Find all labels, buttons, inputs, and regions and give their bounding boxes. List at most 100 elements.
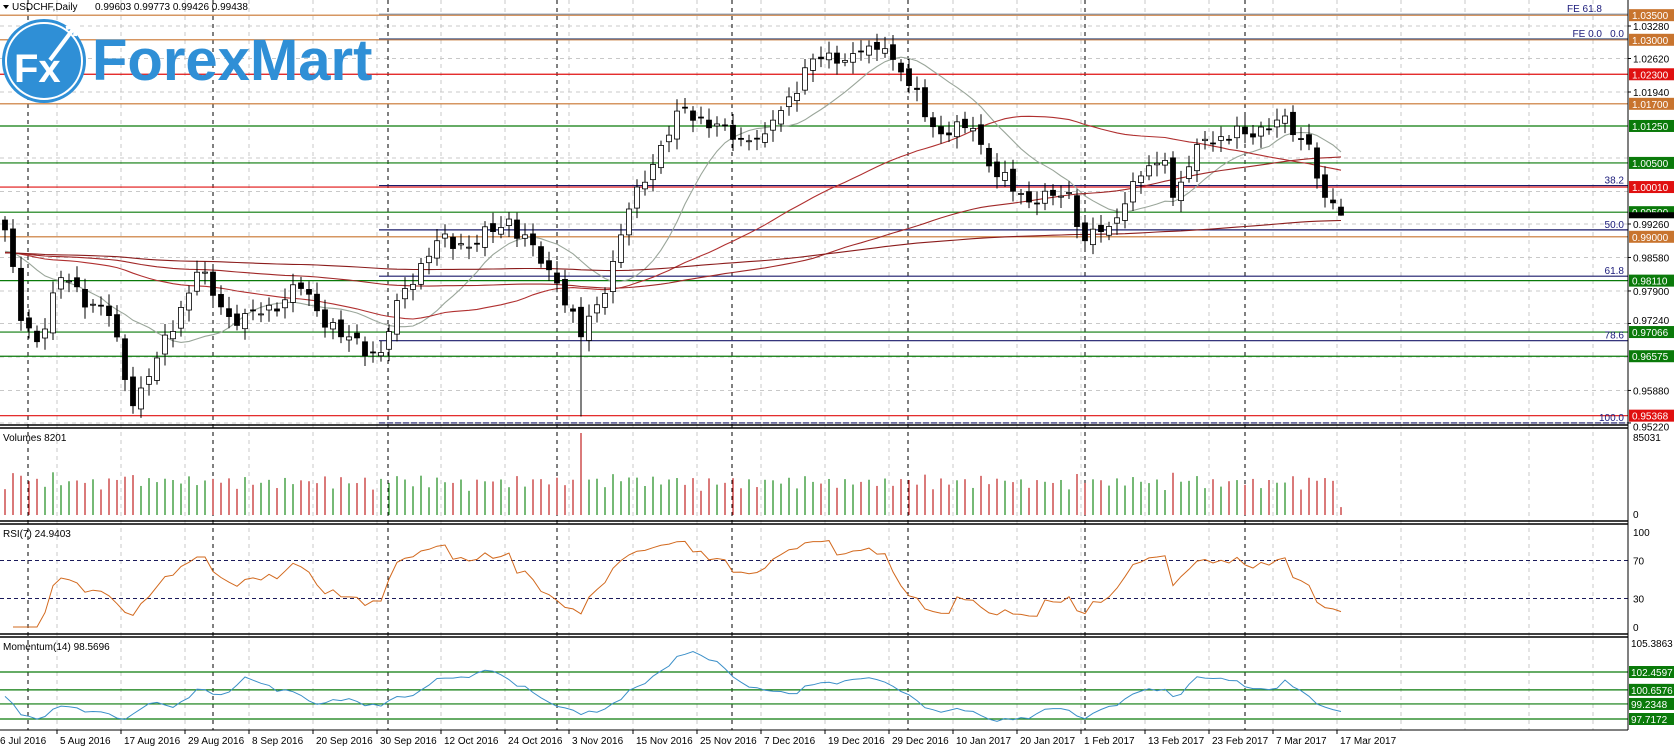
fibonacci-label: 38.2 — [1605, 176, 1625, 187]
level-price-label: 1.00500 — [1632, 159, 1669, 170]
candle-bear — [1290, 111, 1296, 136]
price-tick-label: 0.95880 — [1633, 386, 1670, 397]
time-tick-label: 29 Dec 2016 — [892, 736, 949, 747]
level-price-tag — [1629, 230, 1674, 243]
candle-bear — [210, 271, 216, 296]
candle-bull — [1058, 195, 1064, 198]
candles — [2, 33, 1344, 418]
candle-bull — [642, 181, 648, 190]
candle-bull — [1138, 175, 1144, 184]
fibo-expansion-label: FE 61.8 — [1567, 4, 1602, 15]
candle-bear — [1306, 134, 1312, 145]
time-tick-label: 7 Dec 2016 — [764, 736, 816, 747]
level-price-tag — [1629, 33, 1674, 46]
time-tick-label: 30 Sep 2016 — [380, 736, 437, 747]
candle-bull — [1122, 203, 1128, 221]
candle-bull — [842, 60, 848, 63]
candle-bull — [1146, 165, 1152, 177]
level-price-tag — [1629, 350, 1674, 363]
fibonacci-label: 50.0 — [1605, 220, 1625, 231]
time-tick-label: 3 Nov 2016 — [572, 736, 624, 747]
candle-bear — [1034, 202, 1040, 205]
price-tick-label: 1.01940 — [1633, 88, 1670, 99]
candle-bull — [434, 240, 440, 259]
moving-average-100 — [4, 156, 1342, 289]
candle-bear — [730, 124, 736, 140]
candle-bull — [50, 292, 56, 334]
candle-bull — [346, 336, 352, 341]
price-tick-label: 0.97900 — [1633, 287, 1670, 298]
candle-bear — [1226, 138, 1232, 141]
candle-bear — [562, 279, 568, 306]
candle-bear — [1314, 147, 1320, 179]
candle-bear — [298, 282, 304, 289]
level-price-label: 1.03000 — [1632, 36, 1669, 47]
candle-bear — [978, 124, 984, 145]
candle-bear — [1250, 133, 1256, 138]
logo-arrow-icon — [48, 23, 79, 62]
momentum-level-tag — [1629, 666, 1674, 679]
candle-bear — [1210, 142, 1216, 145]
candle-bull — [1018, 193, 1024, 195]
candle-bear — [1322, 174, 1328, 198]
candle-bull — [1282, 115, 1288, 124]
candle-bear — [514, 219, 520, 239]
dropdown-triangle-icon[interactable] — [3, 5, 9, 9]
candle-bear — [690, 110, 696, 121]
time-tick-label: 1 Feb 2017 — [1084, 736, 1135, 747]
candle-bear — [338, 319, 344, 338]
candle-bear — [914, 87, 920, 90]
candle-bear — [74, 277, 80, 288]
candle-bull — [762, 133, 768, 143]
level-price-tag — [1629, 274, 1674, 287]
candle-bull — [410, 283, 416, 290]
candle-bear — [26, 317, 32, 329]
time-tick-label: 20 Sep 2016 — [316, 736, 373, 747]
level-price-tag — [1629, 156, 1674, 169]
moving-average-200 — [4, 219, 1342, 272]
time-tick-label: 29 Aug 2016 — [188, 736, 245, 747]
candle-bull — [1202, 138, 1208, 142]
candle-bull — [602, 293, 608, 308]
time-tick-label: 19 Dec 2016 — [828, 736, 885, 747]
candle-bear — [554, 272, 560, 284]
level-price-tag — [1629, 326, 1674, 339]
candle-bear — [930, 117, 936, 128]
candle-bear — [474, 242, 480, 245]
candle-bear — [18, 267, 24, 321]
moving-average-13 — [4, 56, 1342, 343]
level-price-label: 1.02300 — [1632, 70, 1669, 81]
rsi-tick-label: 0 — [1633, 623, 1639, 634]
momentum-level-label: 99.2348 — [1631, 700, 1668, 711]
time-tick-label: 15 Nov 2016 — [636, 736, 693, 747]
momentum-level-tag — [1629, 683, 1674, 696]
candle-bear — [122, 338, 128, 380]
fibonacci-label: 78.6 — [1605, 331, 1625, 342]
candle-bull — [770, 119, 776, 131]
candle-bear — [234, 313, 240, 326]
candle-bull — [650, 164, 656, 181]
candle-bear — [354, 332, 360, 339]
volume-zero-label: 0 — [1633, 510, 1639, 521]
time-tick-label: 10 Jan 2017 — [956, 736, 1011, 747]
candle-bull — [378, 352, 384, 357]
candle-bull — [426, 255, 432, 264]
candle-bull — [506, 218, 512, 227]
candle-bear — [1242, 126, 1248, 135]
candle-bear — [938, 126, 944, 135]
logo-text: ForexMart — [92, 28, 372, 93]
time-tick-label: 17 Aug 2016 — [124, 736, 181, 747]
candle-bull — [242, 313, 248, 330]
candle-bear — [490, 223, 496, 232]
candle-bear — [130, 376, 136, 407]
time-tick-label: 17 Mar 2017 — [1340, 736, 1397, 747]
candle-bear — [450, 236, 456, 249]
level-price-tag — [1629, 68, 1674, 81]
candle-bull — [266, 304, 272, 311]
time-tick-label: 12 Oct 2016 — [444, 736, 499, 747]
candle-bear — [738, 137, 744, 140]
candle-bull — [1274, 119, 1280, 128]
candle-bull — [522, 234, 528, 239]
